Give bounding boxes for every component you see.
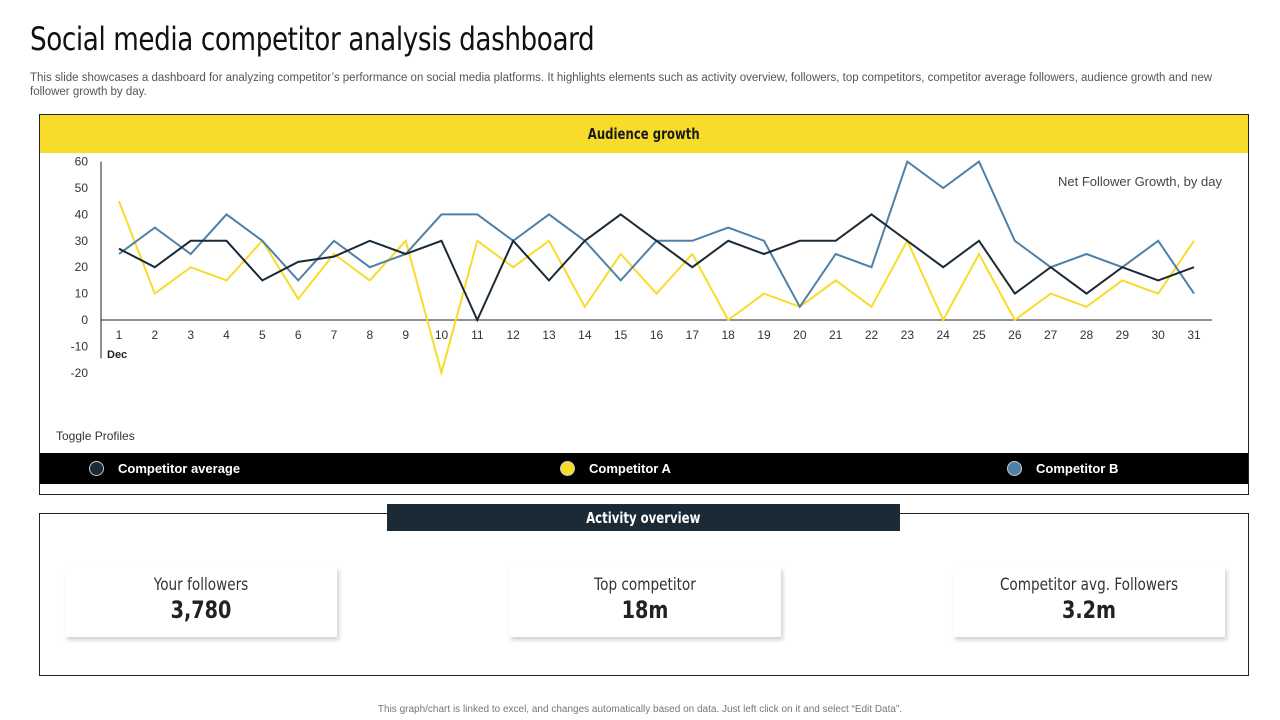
x-tick-label: 16 <box>650 328 664 342</box>
kpi-value: 18m <box>621 596 669 624</box>
x-tick-label: 20 <box>793 328 807 342</box>
x-tick-label: 21 <box>829 328 843 342</box>
x-tick-label: 22 <box>865 328 879 342</box>
x-axis-caption: Dec <box>107 349 127 361</box>
x-tick-label: 2 <box>151 328 158 342</box>
x-tick-label: 5 <box>259 328 266 342</box>
kpi-label: Your followers <box>153 575 249 595</box>
y-tick-label: 0 <box>81 313 88 327</box>
x-tick-label: 11 <box>471 328 484 342</box>
x-tick-label: 30 <box>1151 328 1165 342</box>
x-tick-label: 4 <box>223 328 230 342</box>
x-tick-label: 7 <box>331 328 338 342</box>
y-tick-label: 60 <box>75 155 89 169</box>
competitor-b-dot-icon <box>1007 461 1022 476</box>
kpi-label: Competitor avg. Followers <box>999 575 1179 595</box>
kpi-label: Top competitor <box>594 575 696 595</box>
legend-competitor-a[interactable]: Competitor A <box>560 453 671 484</box>
x-tick-label: 14 <box>578 328 592 342</box>
toggle-profiles-label: Toggle Profiles <box>56 429 135 443</box>
series-line-competitor-a <box>118 200 1195 377</box>
kpi-value: 3,780 <box>170 596 232 624</box>
x-tick-label: 23 <box>901 328 915 342</box>
kpi-card-top-competitor: Top competitor 18m <box>509 567 781 637</box>
x-tick-label: 13 <box>542 328 556 342</box>
kpi-value: 3.2m <box>1061 596 1117 624</box>
page-subtitle: This slide showcases a dashboard for ana… <box>30 72 1213 98</box>
competitor-average-dot-icon <box>89 461 104 476</box>
x-tick-label: 24 <box>936 328 950 342</box>
x-tick-label: 17 <box>686 328 700 342</box>
x-tick-label: 12 <box>506 328 520 342</box>
legend-label: Competitor average <box>118 461 241 476</box>
x-tick-label: 3 <box>187 328 194 342</box>
x-tick-label: 10 <box>435 328 449 342</box>
y-tick-label: -20 <box>71 366 89 380</box>
x-tick-label: 19 <box>757 328 771 342</box>
series-line-competitor-average <box>118 213 1195 323</box>
x-tick-label: 15 <box>614 328 628 342</box>
legend-label: Competitor A <box>589 461 671 476</box>
series-line-competitor-b <box>118 159 1195 309</box>
audience-growth-panel: Audience growth Net Follower Growth, by … <box>39 114 1249 495</box>
activity-overview-header: Activity overview <box>387 504 900 531</box>
x-tick-label: 31 <box>1187 328 1201 342</box>
legend-competitor-average[interactable]: Competitor average <box>89 453 240 484</box>
kpi-card-competitor-avg-followers: Competitor avg. Followers 3.2m <box>953 567 1225 637</box>
x-tick-label: 6 <box>295 328 302 342</box>
y-tick-label: 50 <box>75 181 89 195</box>
kpi-card-your-followers: Your followers 3,780 <box>65 567 337 637</box>
audience-growth-header: Audience growth <box>40 115 1248 153</box>
legend-competitor-b[interactable]: Competitor B <box>1007 453 1118 484</box>
chart-title: Net Follower Growth, by day <box>1058 174 1223 189</box>
activity-overview-title: Activity overview <box>586 508 701 527</box>
x-tick-label: 29 <box>1116 328 1130 342</box>
x-tick-label: 27 <box>1044 328 1058 342</box>
competitor-a-dot-icon <box>560 461 575 476</box>
x-tick-label: 28 <box>1080 328 1094 342</box>
legend-label: Competitor B <box>1036 461 1119 476</box>
x-tick-label: 9 <box>402 328 409 342</box>
page-title: Social media competitor analysis dashboa… <box>30 20 595 58</box>
x-tick-label: 8 <box>366 328 373 342</box>
x-tick-label: 18 <box>721 328 735 342</box>
y-tick-label: 20 <box>75 260 89 274</box>
y-tick-label: 40 <box>75 207 89 221</box>
follower-growth-chart[interactable]: Net Follower Growth, by day 60 50 40 30 20 10 0… <box>40 153 1248 453</box>
legend-bar: Competitor average Competitor A Competit… <box>40 453 1248 484</box>
y-tick-label: 10 <box>75 287 89 301</box>
audience-growth-title: Audience growth <box>588 125 700 143</box>
y-tick-label: 30 <box>75 234 89 248</box>
x-tick-label: 25 <box>972 328 986 342</box>
x-tick-label: 26 <box>1008 328 1022 342</box>
footer-note: This graph/chart is linked to excel, and… <box>377 704 903 715</box>
x-tick-label: 1 <box>116 328 123 342</box>
y-tick-label: -10 <box>71 339 89 353</box>
